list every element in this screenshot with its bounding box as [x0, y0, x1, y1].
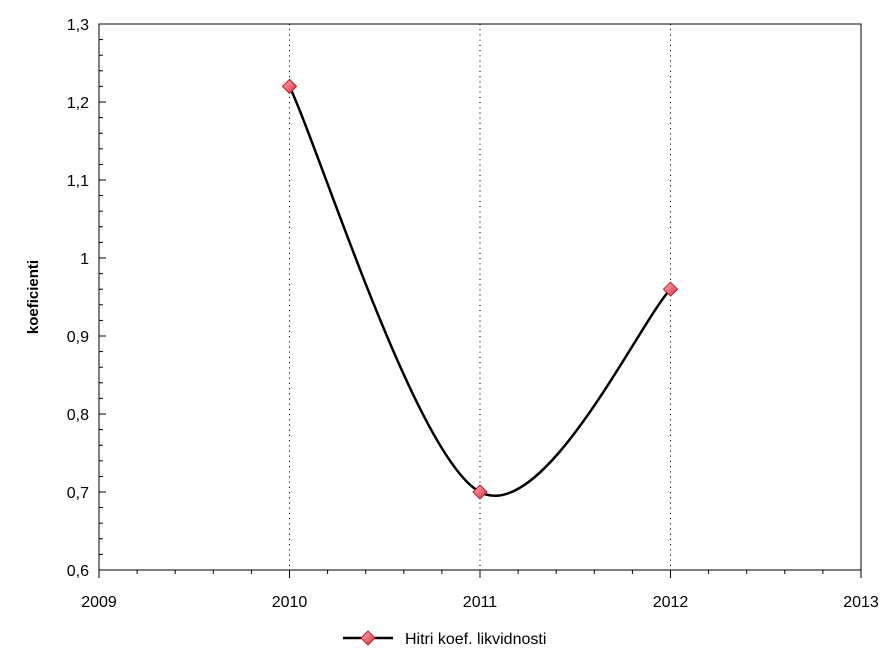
- x-tick-label: 2011: [463, 594, 498, 611]
- axis-text: 0,6 0,7 0,8 0,9 1 1,1 1,2 1,3 2009 2010 2011 2012 20…: [25, 17, 879, 611]
- y-tick-label: 0,6: [67, 563, 89, 580]
- y-tick-label: 1: [80, 251, 89, 268]
- legend: Hitri koef. likvidnosti: [343, 630, 546, 648]
- data-point-marker: [662, 281, 679, 297]
- legend-label: Hitri koef. likvidnosti: [405, 631, 546, 648]
- y-tick-label: 0,9: [67, 329, 89, 346]
- x-tick-label: 2010: [272, 594, 308, 611]
- series-lines: [288, 85, 672, 497]
- axes: [98, 23, 862, 578]
- legend-marker-swatch: [360, 630, 376, 646]
- y-tick-label: 1,2: [67, 95, 89, 112]
- data-markers: [281, 78, 679, 500]
- y-tick-label: 0,8: [67, 407, 89, 424]
- y-tick-label: 0,7: [67, 485, 89, 502]
- x-tick-label: 2013: [843, 594, 879, 611]
- data-point-marker: [281, 78, 298, 95]
- series-line: [288, 85, 672, 497]
- y-tick-label: 1,1: [67, 173, 89, 190]
- x-tick-label: 2012: [653, 594, 689, 611]
- data-point-marker: [472, 484, 488, 500]
- x-tick-label: 2009: [81, 594, 117, 611]
- y-axis-title: koeficienti: [25, 260, 42, 334]
- y-tick-label: 1,3: [67, 17, 89, 34]
